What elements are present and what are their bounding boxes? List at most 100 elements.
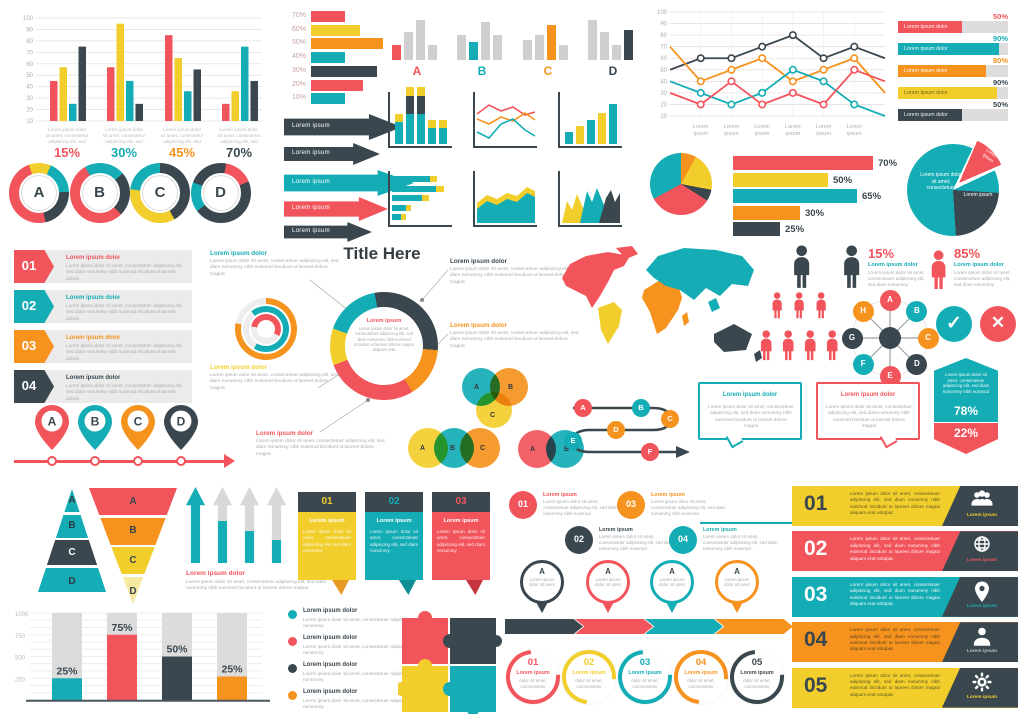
puzzle-svg <box>398 611 502 714</box>
balloon-letter: A <box>734 567 740 576</box>
hexagon-top-percent: 78% <box>953 404 979 418</box>
network-node: A <box>879 289 901 311</box>
balloon-tail <box>666 602 678 613</box>
thumb-hbar <box>392 214 401 220</box>
pyramid-letter: A <box>129 495 137 507</box>
hexagon-top: Lorem ipsum dolor sit amet, consectetuer… <box>934 358 998 422</box>
svg-text:Lorem ipsum dolor: Lorem ipsum dolor <box>163 127 202 132</box>
pie-chart-small <box>650 153 714 217</box>
snake-node-letter: F <box>647 447 653 456</box>
timeline-node <box>47 456 57 466</box>
callout-title: Lorem ipsum dolor <box>210 364 268 371</box>
thumb-ascending-bars <box>558 92 622 148</box>
card-title: Lorem ipsum <box>443 518 479 524</box>
pct-hbar-label: 65% <box>862 191 882 203</box>
world-map <box>556 246 764 376</box>
card-title: Lorem ipsum <box>309 518 345 524</box>
svg-text:Lorem: Lorem <box>785 124 801 130</box>
svg-text:adipiscing elit, sed: adipiscing elit, sed <box>163 139 201 144</box>
card-text: Lorem ipsum dolor sit amet, consectetuer… <box>303 529 351 553</box>
bullet-body: Lorem ipsum dolor sit amet, consectetuer… <box>303 617 441 629</box>
banner-number: 04 <box>804 628 828 652</box>
thumb-hbar <box>392 176 430 182</box>
thumb-hbar-tip <box>436 185 444 192</box>
bullet-list: Lorem ipsum dolor Lorem ipsum dolor sit a… <box>288 608 453 716</box>
stack-seg <box>439 120 447 128</box>
pyramid-letter: D <box>68 576 76 587</box>
network-node: H <box>852 300 874 322</box>
hbar <box>311 93 345 105</box>
chain-body: dolor sit amet, consectetuer <box>631 678 659 689</box>
chain-title: Lorem ipsum <box>628 670 662 676</box>
mini-bar <box>523 40 532 60</box>
progress-percent: 90% <box>992 78 1008 87</box>
speech-bubble: Lorem ipsum dolor Lorem ipsum dolor sit a… <box>698 382 802 440</box>
donut-letter: A <box>33 184 45 201</box>
network-node-letter: H <box>860 305 867 315</box>
staggered-title: Lorem ipsum <box>651 492 685 498</box>
hbar-label: 10% <box>291 94 306 102</box>
stack-seg <box>428 120 436 128</box>
bullet-dot <box>288 691 297 700</box>
svg-text:30: 30 <box>660 91 667 97</box>
mini-bar <box>457 35 466 60</box>
balloon-text: Lorem ipsum dolor sit amet <box>529 577 555 588</box>
banner-icon-label: Lorem ipsum <box>966 694 998 700</box>
balloon-tail <box>536 602 548 613</box>
people-percent-stats: 15% Lorem ipsum dolor Lorem ipsum dolor si… <box>756 242 1020 372</box>
big-donut-diagram: Lorem ipsum Lorem ipsum dolor sit amet, c… <box>200 248 579 480</box>
big-donut: Lorem ipsum Lorem ipsum dolor sit amet, c… <box>330 292 438 400</box>
step-badge: 03 <box>14 330 54 363</box>
pct-hbar <box>733 172 828 187</box>
chain-title: Lorem ipsum <box>572 670 606 676</box>
snake-node-letter: A <box>580 403 586 412</box>
card-tail <box>332 580 349 595</box>
arrow-bar <box>240 487 259 563</box>
step-body: Lorem ipsum dolor sit amet, consectetuer… <box>66 383 183 401</box>
venn-circle <box>476 392 512 428</box>
svg-text:Lorem: Lorem <box>724 124 740 130</box>
callout-title: Lorem ipsum dolor <box>450 322 508 329</box>
snake-node-letter: E <box>570 436 576 445</box>
svg-text:100: 100 <box>23 16 34 22</box>
icon-banner-row: 03 Lorem ipsum dolor sit amet, consectetu… <box>792 576 1018 617</box>
person-icon <box>792 292 806 319</box>
mini-bar <box>612 45 621 60</box>
svg-text:Lorem: Lorem <box>693 124 709 130</box>
snake-node: B <box>632 399 650 417</box>
venn-letter: A <box>474 384 480 391</box>
arrow-label-list: Lorem ipsum Lorem ipsum Lorem ipsum Lorem i… <box>284 112 419 242</box>
thumb-stacked-bars <box>388 87 452 148</box>
banner-icon-label: Lorem ipsum <box>966 603 998 609</box>
pct-hbar-label: 50% <box>833 174 853 186</box>
line-chart: 100 90 80 70 60 50 40 30 20 10 Lorem ipsum Lorem ipsu… <box>645 8 890 140</box>
step-panel <box>42 290 192 323</box>
arrow-bar <box>186 487 205 563</box>
donut-chart: A <box>9 163 69 223</box>
speech-bubbles: Lorem ipsum dolor Lorem ipsum dolor sit a… <box>698 382 920 472</box>
staggered-circle: 04 <box>669 526 697 554</box>
hbar <box>311 79 363 91</box>
thumb-hbar-tip <box>422 195 429 201</box>
mini-bar <box>404 32 413 60</box>
svg-text:adipiscing elit, sed: adipiscing elit, sed <box>220 139 258 144</box>
mini-bar <box>392 45 401 60</box>
thumb-hbar-chart <box>388 171 452 227</box>
asc-bar <box>609 104 617 144</box>
card-header: 03 <box>432 492 490 512</box>
network-node: B <box>906 300 928 322</box>
banner-number: 02 <box>804 537 828 561</box>
progress-fill: Lorem ipsum dolor <box>898 43 1000 55</box>
concentric-rings-chart <box>235 298 297 360</box>
bubble-title: Lorem ipsum dolor <box>840 392 896 398</box>
mini-bar <box>493 35 502 60</box>
map-pin-icon: C <box>121 405 155 450</box>
stat-body: Lorem ipsum dolor sit amet, consectetuer… <box>954 270 1011 288</box>
snake-node-letter: C <box>667 414 673 423</box>
step-number: 03 <box>21 338 37 353</box>
step-title: Lorem ipsum dolor <box>66 375 121 381</box>
map-pin: C <box>121 404 155 452</box>
pyramid-letter: D <box>129 585 137 597</box>
big-donut-center-title: Lorem ipsum <box>366 318 402 324</box>
